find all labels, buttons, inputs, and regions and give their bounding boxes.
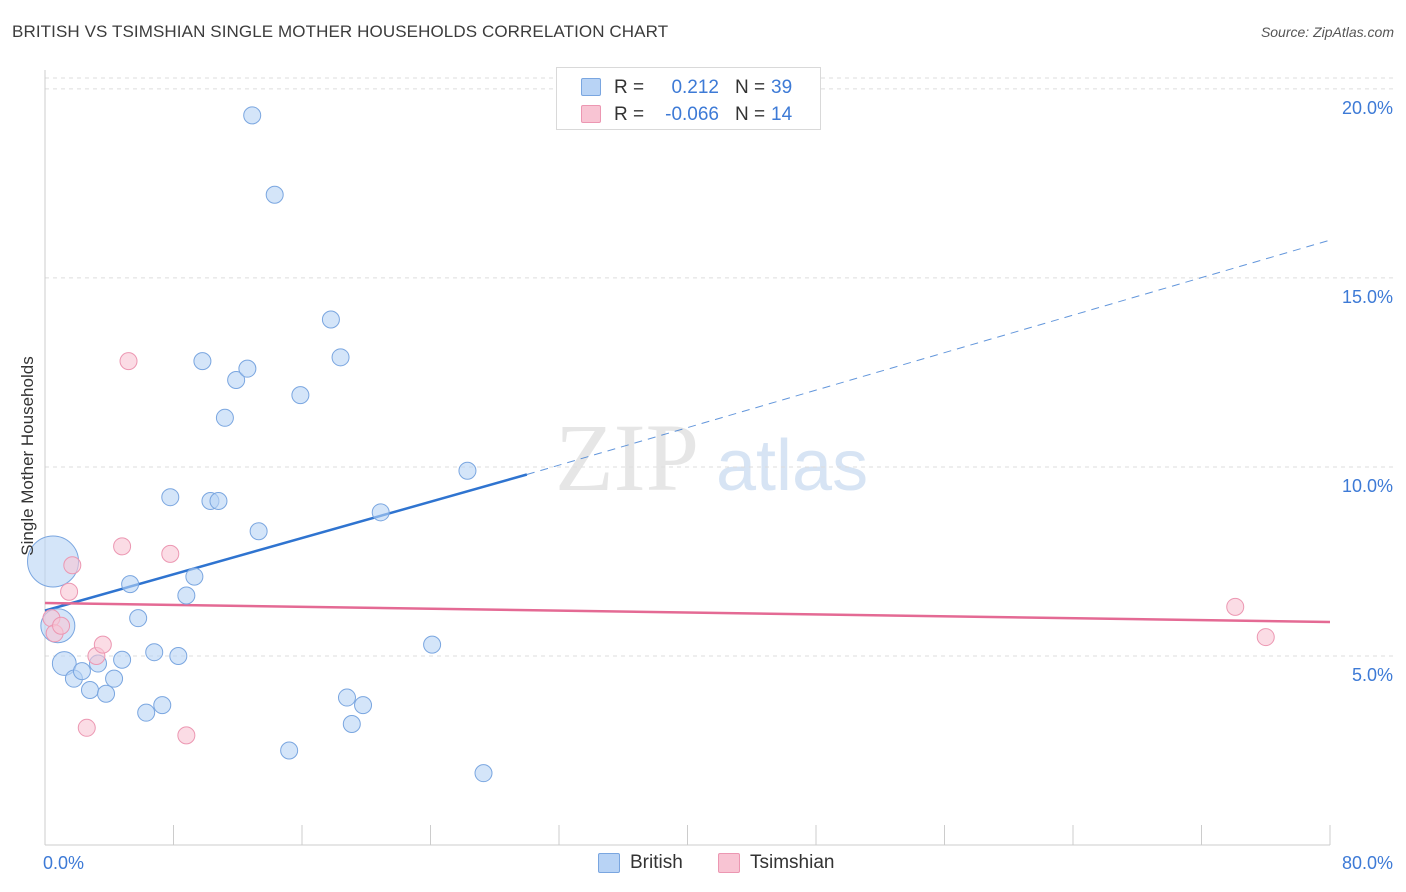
y-axis-label: Single Mother Households [18, 356, 37, 556]
british-point [105, 669, 124, 688]
british-point [342, 715, 361, 734]
y-tick-label: 15.0% [1342, 287, 1393, 307]
tsimshian-point [60, 582, 79, 601]
tsimshian-point [1256, 628, 1275, 647]
chart-title: BRITISH VS TSIMSHIAN SINGLE MOTHER HOUSE… [12, 22, 669, 41]
tsimshian-point [63, 556, 82, 575]
y-tick-label: 5.0% [1352, 665, 1393, 685]
british-point [265, 185, 284, 204]
british-point [113, 650, 132, 669]
axes [44, 70, 1331, 846]
r-label: R = [614, 104, 645, 125]
y-tick-label: 10.0% [1342, 476, 1393, 496]
british-point [227, 371, 246, 389]
british-point [97, 684, 116, 703]
british-point [474, 764, 493, 783]
tsimshian-point [93, 635, 112, 654]
n-value: 39 [771, 77, 793, 98]
tsimshian-point [1226, 597, 1245, 616]
tsimshian-point [77, 718, 96, 737]
legend-label: British [630, 852, 683, 873]
r-label: R = [614, 77, 645, 98]
tsimshian-swatch [581, 105, 601, 123]
british-point [145, 643, 164, 662]
tsimshian-point [52, 616, 71, 635]
british-point [337, 688, 356, 707]
tsimshian-swatch [718, 853, 740, 873]
british-point [371, 503, 390, 522]
tsimshian-point [119, 352, 138, 371]
british-point [185, 567, 204, 586]
y-tick-label: 20.0% [1342, 98, 1393, 118]
x-tick-label: 0.0% [43, 853, 84, 873]
british-point [331, 348, 350, 367]
british-swatch [581, 78, 601, 96]
tsimshian-point [177, 726, 196, 745]
british-point [129, 609, 148, 628]
tsimshian-point [161, 544, 180, 563]
tsimshian-trend-line [44, 601, 1331, 624]
r-value: -0.066 [665, 104, 719, 125]
british-point [177, 586, 196, 605]
n-label: N = [735, 77, 766, 98]
legend-row-british: R = 0.212 N = 39 [557, 74, 820, 100]
british-point [193, 352, 212, 371]
british-point [161, 488, 180, 507]
legend-label: Tsimshian [750, 852, 835, 873]
british-point [153, 696, 172, 715]
british-point [249, 522, 268, 541]
british-point [51, 651, 77, 676]
british-point [423, 635, 442, 654]
watermark-zip: ZIP [555, 404, 699, 511]
tick-labels: 5.0% 10.0% 15.0% 20.0% 0.0% 80.0% [43, 98, 1393, 873]
x-tick-label: 80.0% [1342, 853, 1393, 873]
british-point [243, 106, 262, 125]
british-point [215, 408, 234, 427]
watermark-atlas: atlas [716, 426, 868, 506]
data-points [27, 106, 1275, 783]
n-label: N = [735, 104, 766, 125]
british-point [137, 703, 156, 722]
british-point [280, 741, 299, 760]
british-point [321, 310, 340, 329]
n-value: 14 [771, 104, 793, 125]
british-point [238, 359, 257, 378]
british-point [80, 681, 99, 699]
british-point [121, 575, 140, 594]
british-point [209, 491, 228, 510]
source-credit: Source: ZipAtlas.com [1260, 24, 1394, 40]
watermark: ZIP atlas [555, 404, 868, 511]
british-point [291, 386, 310, 405]
british-point [169, 646, 188, 665]
r-value: 0.212 [671, 77, 719, 98]
correlation-legend: R = 0.212 N = 39 R = -0.066 N = 14 [556, 67, 821, 130]
british-point [354, 696, 373, 715]
british-swatch [598, 853, 620, 873]
british-point [458, 461, 477, 480]
british-point [72, 662, 91, 681]
tsimshian-point [113, 537, 132, 556]
legend-row-tsimshian: R = -0.066 N = 14 [557, 101, 820, 127]
